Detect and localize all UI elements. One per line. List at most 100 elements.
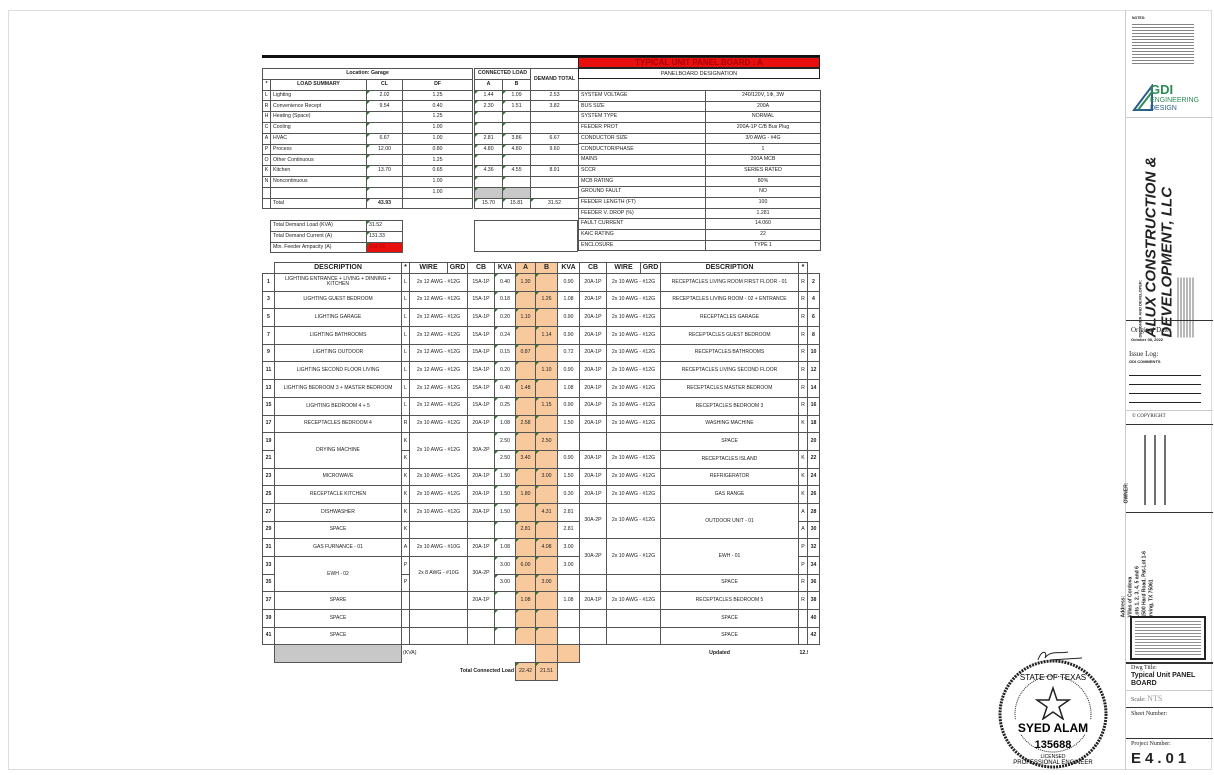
demand-label: Total Demand Current (A)	[270, 230, 367, 243]
project-number: E4.01	[1131, 750, 1191, 767]
circuit-wire: 2x 10 AWG - #12G	[606, 502, 661, 540]
circuit-number: 30	[807, 520, 820, 540]
circuit-breaker: 30A-2P	[467, 432, 495, 469]
load-demand	[530, 154, 580, 167]
circuit-type	[401, 609, 410, 628]
connected-load-header: CONNECTED LOAD	[474, 68, 532, 80]
load-b	[502, 111, 532, 123]
circuit-wire: 2x 10 AWG - #12G	[606, 361, 661, 381]
circuit-wire: 2x 10 AWG - #12G	[606, 414, 661, 434]
circuit-breaker: 15A-1P	[467, 396, 495, 416]
circuit-breaker	[579, 609, 607, 628]
circuit-wire	[606, 432, 661, 451]
notes-box	[474, 220, 578, 252]
circuit-type: K	[401, 449, 410, 469]
phase-b-load	[535, 609, 558, 628]
load-a: 4.80	[474, 143, 504, 156]
circuit-row: 9 LIGHTING OUTDOOR L 2x 12 AWG - #12G 15A-1P…	[262, 343, 820, 363]
circuit-number: 37	[262, 591, 275, 611]
circuit-kva: 0.40	[494, 379, 516, 398]
load-a: 1.44	[474, 89, 504, 102]
circuit-row: 27 DISHWASHER K 2x 10 AWG - #12G 20A-1P 1.50 4…	[262, 502, 820, 540]
circuit-row: 35 P 3.00 3.00 SPACE R 36	[262, 573, 820, 593]
circuit-kva: 3.00	[494, 556, 516, 575]
circuit-breaker	[579, 626, 607, 646]
svg-text:LICENSED: LICENSED	[1040, 754, 1065, 760]
circuit-number: 32	[807, 538, 820, 557]
load-cl	[366, 186, 403, 199]
seal-graphic: SYED ALAM 135688 STATE OF TEXAS LICENSED…	[998, 651, 1108, 769]
circuit-type: R	[798, 290, 808, 310]
load-code: H	[262, 111, 271, 123]
load-b	[502, 175, 532, 188]
total-connected-b: 21.51	[535, 662, 558, 681]
phase-a-load	[515, 626, 536, 646]
circuit-type: L	[401, 379, 410, 398]
circuit-description: MICROWAVE	[274, 467, 402, 487]
header-grd: GRD	[447, 262, 468, 274]
panel-info-row: SYSTEM VOLTAGE 240/120V, 1Ф, 3W	[578, 90, 821, 102]
circuit-description: RECEPTACLES BEDROOM 5	[660, 591, 799, 611]
original-date-label: Original Date:	[1131, 326, 1172, 334]
circuit-breaker: 20A-1P	[579, 361, 607, 381]
circuit-row: 37 SPARE 20A-1P 1.08 1.08 20A-1P 2x 10 AWG - #…	[262, 591, 820, 611]
circuit-breaker: 15A-1P	[467, 290, 495, 310]
circuit-kva: 1.08	[494, 538, 516, 557]
header-a: A	[474, 78, 504, 91]
circuit-wire: 2x 10 AWG - #12G	[606, 396, 661, 416]
panel-info-label: FEEDER V. DROP (%)	[578, 207, 706, 220]
phase-a-load: 0.87	[515, 343, 536, 363]
signature	[1037, 651, 1083, 661]
circuit-row: 23 MICROWAVE K 2x 10 AWG - #12G 20A-1P 1.50 3.…	[262, 467, 820, 487]
circuit-description: RECEPTACLES GUEST BEDROOM	[660, 326, 799, 345]
circuit-row: 7 LIGHTING BATHROOMS L 2x 12 AWG - #12G 15A-…	[262, 326, 820, 345]
circuit-kva: 1.50	[494, 502, 516, 522]
load-cl: 13.70	[366, 165, 403, 177]
title-block: NOTES: GDI ENGINEERING DESIGN DESIGNER A…	[1121, 10, 1213, 770]
circuit-description: OUTDOOR UNIT - 01	[660, 502, 799, 540]
circuit-row: 31 GAS FURNANCE - 01 A 2x 10 AWG - #10G 20A-…	[262, 538, 820, 575]
circuit-description: LIGHTING GUEST BEDROOM	[274, 290, 402, 310]
panel-info-label: ENCLOSURE	[578, 239, 706, 252]
circuit-number: 3	[262, 290, 275, 310]
circuit-description: SPACE	[660, 432, 799, 451]
circuit-breaker: 20A-1P	[467, 485, 495, 504]
phase-a-load	[515, 432, 536, 451]
circuit-description: RECEPTACLES LIVING SECOND FLOOR	[660, 361, 799, 381]
circuit-kva: 3.00	[494, 573, 516, 593]
circuit-type: P	[401, 573, 410, 593]
circuit-description: EWH - 01	[660, 538, 799, 575]
demand-total-header: DEMAND TOTAL	[530, 68, 580, 91]
load-demand	[530, 186, 580, 199]
panel-info-value: 80%	[705, 175, 821, 188]
phase-b-load	[535, 343, 558, 363]
demand-label: Min. Feeder Ampacity (A)	[270, 241, 367, 254]
circuit-row: 17 RECEPTACLES BEDROOM 4 R 2x 10 AWG - #12G…	[262, 414, 820, 434]
phase-b-load	[535, 591, 558, 611]
load-df: 0.65	[401, 165, 474, 177]
circuit-breaker: 20A-1P	[579, 343, 607, 363]
circuit-type: P	[798, 556, 808, 575]
circuit-breaker	[467, 626, 495, 646]
circuit-kva: 1.50	[494, 485, 516, 504]
circuit-breaker	[579, 573, 607, 593]
star-icon	[1034, 685, 1072, 721]
circuit-type: L	[401, 308, 410, 328]
phase-a-load: 6.00	[515, 556, 536, 575]
circuit-breaker: 20A-1P	[579, 467, 607, 487]
load-a	[474, 175, 504, 188]
circuit-number: 27	[262, 502, 275, 522]
panel-info-row: BUS SIZE 200A	[578, 100, 821, 113]
circuit-kva: 1.50	[494, 467, 516, 487]
circuit-breaker: 15A-1P	[467, 379, 495, 398]
phase-a-load: 1.30	[515, 273, 536, 292]
panel-info-label: MAINS	[578, 154, 706, 166]
load-row: L Lighting 2.02 1.25 1.44 1.09 2.53	[262, 89, 580, 102]
load-a: 2.30	[474, 100, 504, 113]
panel-info-value: 3/0 AWG - #4G	[705, 132, 821, 145]
circuit-type: K	[401, 502, 410, 522]
panel-info-value: 200A-1P C/B Bus Plug	[705, 122, 821, 134]
circuit-number: 38	[807, 591, 820, 611]
header-star: *	[262, 78, 271, 91]
circuit-kva: 0.40	[494, 273, 516, 292]
